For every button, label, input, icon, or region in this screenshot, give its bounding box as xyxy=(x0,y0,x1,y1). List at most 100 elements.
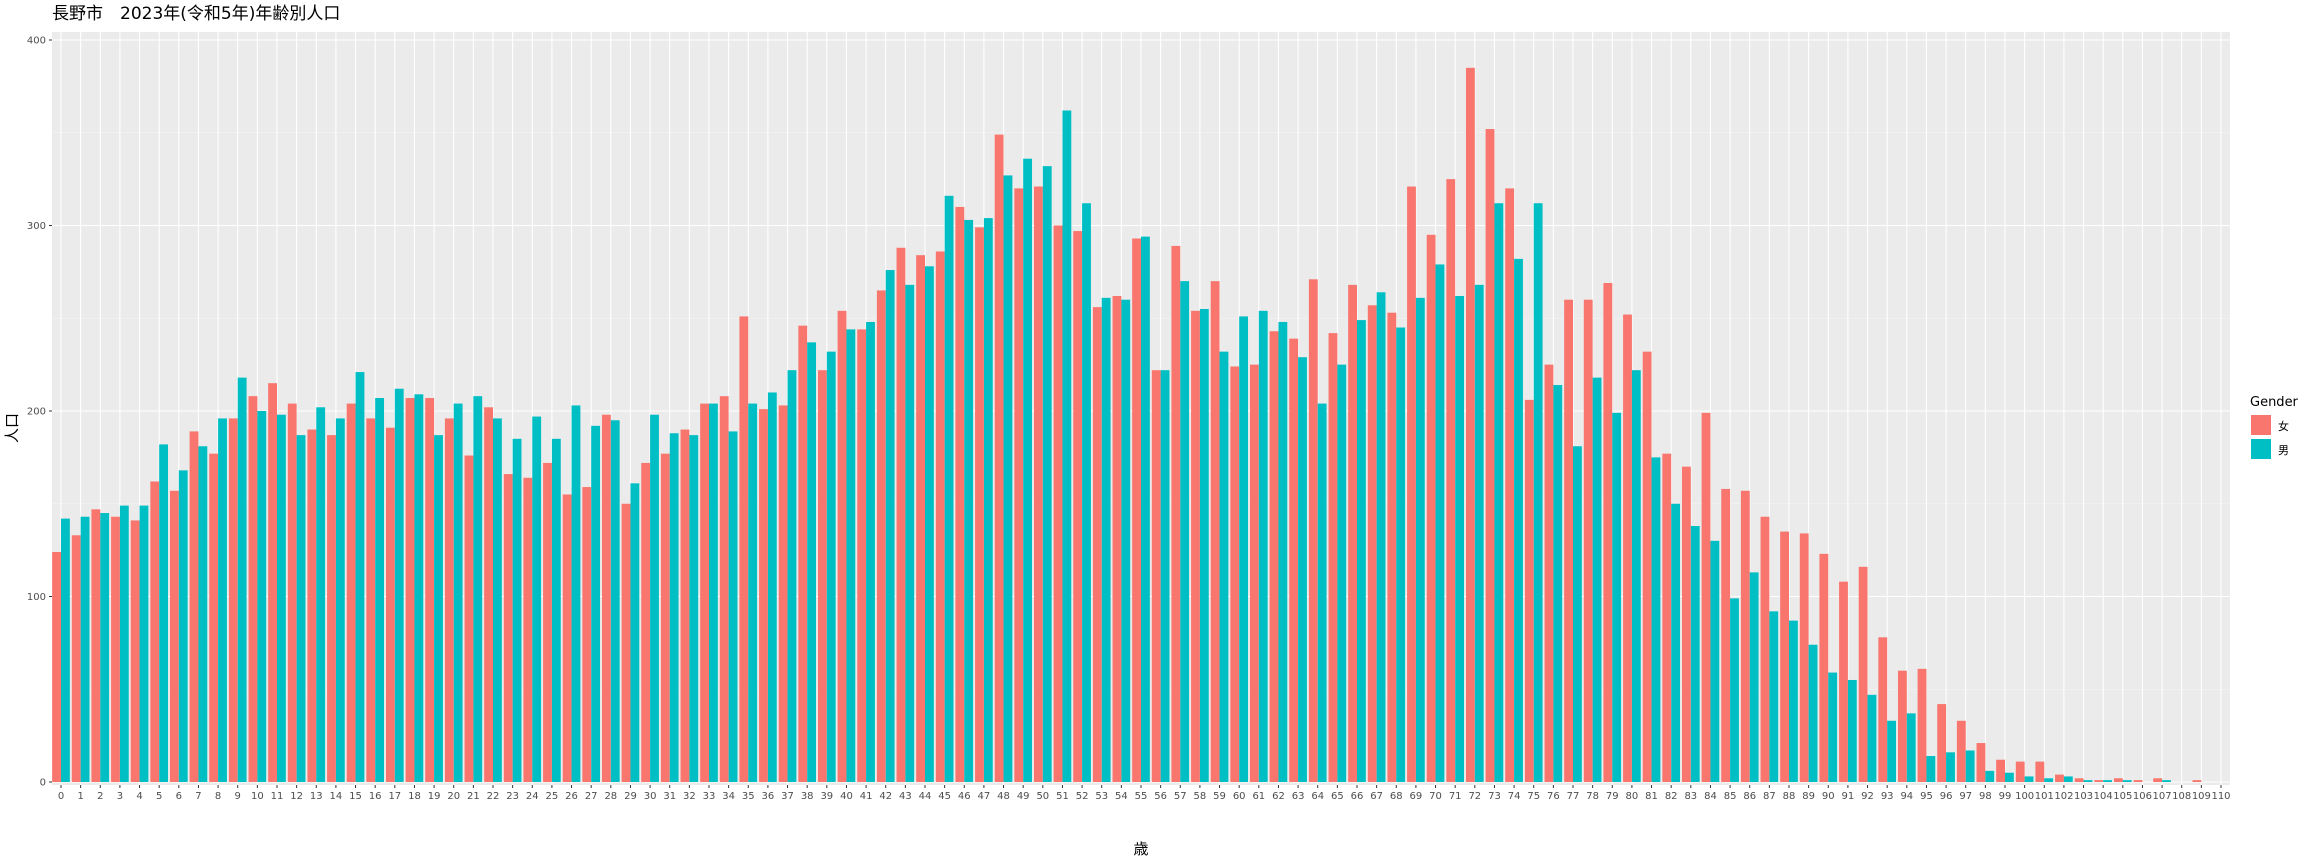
x-tick-label: 31 xyxy=(663,791,676,802)
bar-male-age-99 xyxy=(2005,772,2014,782)
bar-male-age-51 xyxy=(1062,110,1072,783)
x-tick-label: 48 xyxy=(997,791,1010,802)
x-tick-label: 106 xyxy=(2133,791,2152,802)
bar-female-age-24 xyxy=(523,477,533,782)
x-tick-label: 51 xyxy=(1056,791,1069,802)
x-tick-label: 85 xyxy=(1724,791,1737,802)
bar-male-age-15 xyxy=(355,372,365,782)
x-tick-label: 61 xyxy=(1252,791,1265,802)
bar-female-age-41 xyxy=(857,329,867,782)
bar-female-age-7 xyxy=(189,431,199,782)
x-tick-label: 75 xyxy=(1527,791,1540,802)
bar-female-age-23 xyxy=(503,474,513,782)
bar-female-age-3 xyxy=(111,516,120,782)
bar-male-age-105 xyxy=(2122,780,2132,782)
x-tick-label: 49 xyxy=(1017,791,1030,802)
x-tick-label: 72 xyxy=(1468,791,1481,802)
bar-female-age-51 xyxy=(1053,225,1063,782)
bar-female-age-88 xyxy=(1780,531,1789,782)
bar-male-age-32 xyxy=(689,435,699,782)
bar-male-age-58 xyxy=(1199,308,1209,782)
bar-male-age-100 xyxy=(2024,776,2034,782)
x-tick-label: 108 xyxy=(2172,791,2191,802)
bar-male-age-54 xyxy=(1121,299,1131,782)
bar-female-age-100 xyxy=(2015,761,2025,782)
bar-female-age-84 xyxy=(1701,412,1711,782)
bar-female-age-74 xyxy=(1505,188,1515,782)
legend-title: Gender xyxy=(2250,395,2299,410)
bar-female-age-30 xyxy=(641,462,651,782)
bar-male-age-65 xyxy=(1337,364,1347,783)
x-tick-label: 84 xyxy=(1704,791,1717,802)
x-tick-label: 74 xyxy=(1508,791,1521,802)
bar-male-age-101 xyxy=(2044,778,2054,782)
bar-male-age-107 xyxy=(2162,780,2171,782)
bar-male-age-19 xyxy=(434,435,443,782)
bar-female-age-22 xyxy=(484,407,493,782)
x-axis: 0 1 2 3 4 5 6 7 8 9 10 11 12 13 14 15 16 17 18 19 20 21 22 23 24… xyxy=(58,785,2231,802)
bar-female-age-85 xyxy=(1721,488,1731,782)
bar-female-age-61 xyxy=(1249,364,1259,783)
x-tick-label: 71 xyxy=(1449,791,1462,802)
bar-male-age-40 xyxy=(846,329,856,782)
bar-male-age-97 xyxy=(1965,750,1975,782)
x-tick-label: 79 xyxy=(1606,791,1619,802)
bar-male-age-47 xyxy=(983,218,993,782)
bar-female-age-42 xyxy=(876,290,886,782)
x-tick-label: 100 xyxy=(2015,791,2034,802)
x-tick-label: 24 xyxy=(526,791,539,802)
bar-male-age-96 xyxy=(1946,752,1955,782)
bar-female-age-62 xyxy=(1269,331,1279,782)
bar-female-age-12 xyxy=(287,403,297,782)
legend: Gender 女 男 xyxy=(2250,395,2299,459)
legend-swatch-male xyxy=(2251,439,2271,459)
bar-female-age-11 xyxy=(268,383,277,782)
bar-male-age-36 xyxy=(767,392,777,782)
bar-male-age-30 xyxy=(650,414,659,782)
x-tick-label: 92 xyxy=(1861,791,1874,802)
x-tick-label: 34 xyxy=(722,791,735,802)
bar-female-age-52 xyxy=(1073,231,1083,782)
bar-male-age-31 xyxy=(669,433,679,782)
bar-male-age-57 xyxy=(1180,281,1190,782)
bar-female-age-5 xyxy=(150,481,160,782)
bars xyxy=(52,67,2202,783)
x-tick-label: 59 xyxy=(1213,791,1226,802)
bar-male-age-79 xyxy=(1612,412,1622,782)
bar-male-age-35 xyxy=(748,403,758,782)
bar-male-age-12 xyxy=(296,435,306,782)
x-tick-label: 77 xyxy=(1567,791,1580,802)
x-tick-label: 15 xyxy=(349,791,362,802)
bar-male-age-80 xyxy=(1631,370,1641,782)
bar-female-age-43 xyxy=(896,247,906,782)
x-tick-label: 87 xyxy=(1763,791,1776,802)
x-tick-label: 8 xyxy=(215,791,221,802)
bar-male-age-9 xyxy=(237,377,247,782)
x-tick-label: 41 xyxy=(860,791,873,802)
x-tick-label: 91 xyxy=(1842,791,1855,802)
bar-female-age-32 xyxy=(680,429,690,782)
y-axis: 0 100 200 300 400 xyxy=(27,36,52,789)
x-tick-label: 0 xyxy=(58,791,64,802)
bar-male-age-66 xyxy=(1357,320,1366,782)
bar-male-age-33 xyxy=(709,403,718,782)
bar-male-age-39 xyxy=(826,351,836,782)
x-tick-label: 13 xyxy=(310,791,323,802)
bar-male-age-74 xyxy=(1514,258,1523,782)
x-tick-label: 102 xyxy=(2054,791,2073,802)
x-tick-label: 66 xyxy=(1351,791,1364,802)
bar-male-age-62 xyxy=(1278,321,1288,782)
bar-male-age-34 xyxy=(728,431,738,782)
bar-female-age-89 xyxy=(1799,533,1809,782)
bar-male-age-87 xyxy=(1769,611,1779,782)
bar-female-age-78 xyxy=(1583,299,1593,782)
bar-female-age-86 xyxy=(1740,490,1750,782)
x-tick-label: 80 xyxy=(1626,791,1639,802)
bar-male-age-75 xyxy=(1533,203,1543,783)
x-tick-label: 26 xyxy=(565,791,578,802)
x-tick-label: 52 xyxy=(1076,791,1089,802)
x-tick-label: 96 xyxy=(1940,791,1953,802)
bar-male-age-93 xyxy=(1887,720,1897,782)
bar-female-age-90 xyxy=(1819,553,1829,782)
y-tick-label: 0 xyxy=(40,778,46,789)
